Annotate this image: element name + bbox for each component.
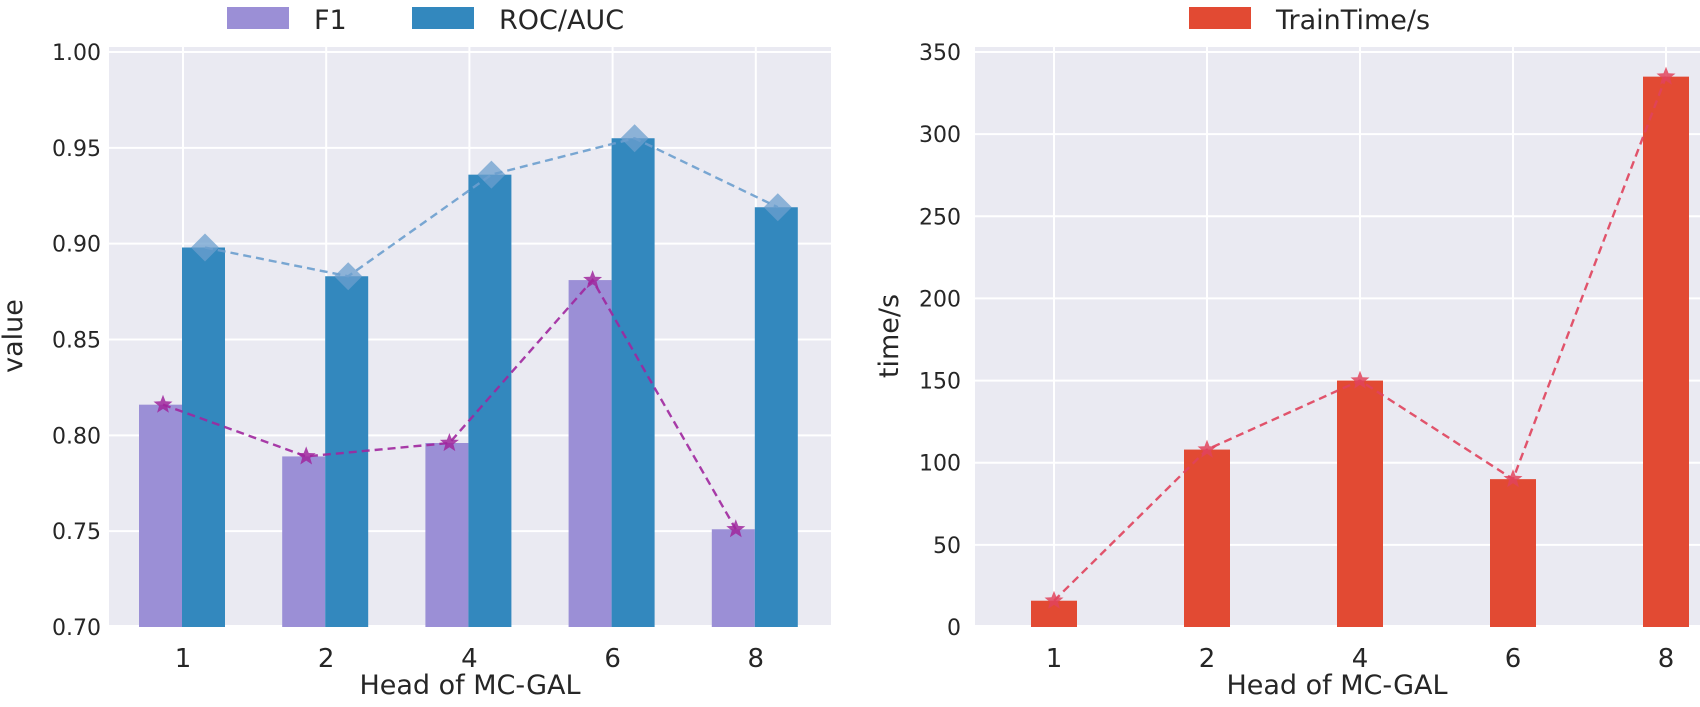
left-ytick-label: 0.85	[52, 329, 101, 354]
legend-label-traintime: TrainTime/s	[1275, 5, 1430, 36]
left-marker-f1-2	[296, 446, 316, 465]
left-marker-roc-auc-1	[191, 233, 219, 262]
right-legend: TrainTime/s	[1189, 5, 1430, 36]
right-xtick-label: 6	[1505, 644, 1522, 674]
right-xtick-label: 8	[1658, 644, 1675, 674]
right-ytick-label: 100	[919, 452, 961, 477]
right-bar-traintime-s-6	[1490, 479, 1536, 627]
left-xtick-label: 4	[461, 644, 478, 674]
legend-swatch-roc-auc	[412, 7, 474, 29]
right-ytick-label: 350	[919, 41, 961, 66]
left-bar-f1-1	[139, 404, 182, 627]
right-marker-traintime-s-6	[1503, 469, 1523, 488]
left-chart: 0.70 0.75 0.80 0.85 0.90 0.95 1.00 1 2 4 6 8 Head …	[0, 5, 831, 701]
legend-swatch-f1	[227, 7, 289, 29]
left-xtick-label: 8	[748, 644, 765, 674]
left-y-axis-label: value	[0, 299, 29, 373]
left-x-axis-label: Head of MC-GAL	[359, 670, 580, 701]
left-marker-roc-auc-8	[763, 193, 792, 222]
left-ytick-label: 1.00	[52, 41, 101, 66]
left-xtick-label: 2	[318, 644, 335, 674]
left-marker-roc-auc-2	[334, 262, 363, 291]
left-bar-f1-2	[282, 456, 326, 627]
left-ytick-label: 0.90	[52, 233, 101, 258]
right-ytick-label: 0	[947, 616, 961, 641]
right-x-axis-label: Head of MC-GAL	[1226, 670, 1447, 701]
right-xtick-label: 1	[1046, 644, 1063, 674]
left-bar-f1-4	[425, 443, 469, 627]
legend-label-f1: F1	[314, 5, 347, 36]
left-legend: F1 ROC/AUC	[227, 5, 624, 36]
right-marker-traintime-s-2	[1197, 439, 1217, 458]
left-bar-roc-auc-1	[182, 247, 225, 627]
left-ytick-label: 0.95	[52, 137, 101, 162]
left-marker-f1-6	[583, 270, 603, 289]
right-xtick-label: 4	[1352, 644, 1369, 674]
right-bar-traintime-s-4	[1337, 380, 1383, 627]
left-marker-roc-auc-4	[477, 160, 506, 189]
right-bar-traintime-s-1	[1031, 600, 1077, 627]
right-y-axis-label: time/s	[874, 294, 905, 378]
left-bar-roc-auc-8	[754, 207, 798, 627]
left-bar-f1-6	[568, 280, 612, 627]
left-marker-f1-8	[726, 519, 746, 538]
left-xtick-label: 6	[604, 644, 621, 674]
left-ytick-label: 0.70	[52, 616, 101, 641]
legend-label-roc-auc: ROC/AUC	[499, 5, 624, 36]
left-ytick-label: 0.75	[52, 520, 101, 545]
right-ytick-label: 50	[933, 534, 961, 559]
right-bar-traintime-s-8	[1643, 76, 1689, 627]
left-marker-f1-4	[439, 433, 459, 452]
left-marker-roc-auc-6	[620, 124, 649, 153]
left-ytick-label: 0.80	[52, 424, 101, 449]
right-xtick-label: 2	[1199, 644, 1216, 674]
left-line-roc-auc	[204, 136, 779, 278]
legend-swatch-traintime	[1189, 7, 1251, 29]
left-bar-f1-8	[711, 529, 755, 627]
left-bar-roc-auc-6	[611, 138, 655, 627]
right-chart: 0 50 100 150 200 250 300 350 1 2 4 6 8 Head of MC-G…	[874, 5, 1700, 701]
right-ytick-label: 250	[919, 205, 961, 230]
right-bar-traintime-s-2	[1184, 449, 1230, 627]
right-ytick-label: 150	[919, 370, 961, 395]
right-marker-traintime-s-8	[1656, 66, 1676, 85]
right-marker-traintime-s-1	[1044, 590, 1064, 609]
left-bar-roc-auc-2	[325, 276, 369, 627]
right-ytick-label: 200	[919, 287, 961, 312]
left-xtick-label: 1	[175, 644, 192, 674]
right-marker-traintime-s-4	[1350, 370, 1370, 389]
left-bar-roc-auc-4	[468, 174, 512, 627]
right-ytick-label: 300	[919, 123, 961, 148]
left-marker-f1-1	[153, 394, 173, 413]
